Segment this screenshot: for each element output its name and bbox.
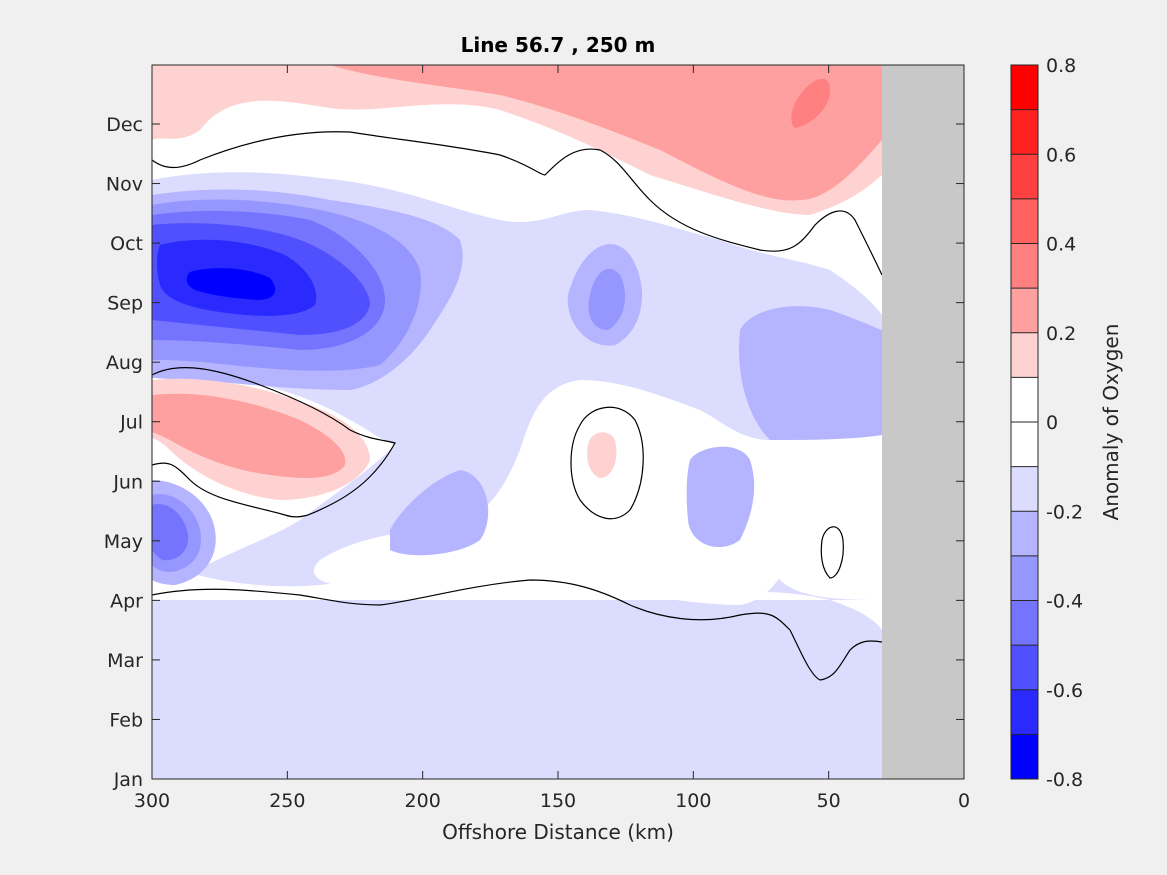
colorbar-swatch — [1011, 555, 1038, 601]
contour-neg-medium-may — [152, 504, 189, 561]
colorbar-swatch — [1011, 288, 1038, 334]
zero-contour-nov — [152, 131, 883, 276]
colorbar-tick-label: -0.6 — [1046, 680, 1083, 702]
colorbar-tick-label: 0.4 — [1046, 234, 1076, 256]
colorbar-label: Anomaly of Oxygen — [1099, 324, 1123, 521]
contour-dec-salmon — [791, 78, 830, 128]
x-tick-label: 300 — [134, 790, 170, 812]
y-tick-label: Dec — [106, 114, 143, 136]
y-tick-label: Jul — [119, 412, 143, 434]
colorbar-swatch — [1011, 422, 1038, 468]
colorbar-swatch — [1011, 198, 1038, 244]
y-tick-label: Oct — [110, 233, 143, 255]
land-mask — [882, 65, 964, 779]
contour-white-may-50km — [821, 526, 844, 578]
x-tick-label: 150 — [540, 790, 576, 812]
y-tick-label: Aug — [106, 352, 143, 374]
contour-apr-white — [152, 560, 882, 630]
zero-contour-apr — [152, 579, 883, 681]
contour-junjul-pink — [152, 393, 346, 478]
zero-contour-jul — [152, 366, 396, 518]
colorbar-frame — [1010, 64, 1039, 780]
colorbar-swatch — [1011, 466, 1038, 512]
y-tick-label: Feb — [109, 709, 143, 731]
colorbar-tick-label: 0.2 — [1046, 323, 1076, 345]
colorbar-swatch — [1011, 600, 1038, 646]
colorbar-tick-label: 0 — [1046, 412, 1058, 434]
colorbar-swatch — [1011, 65, 1038, 111]
contour-neg-light-jun-1 — [390, 470, 489, 556]
y-tick-label: Jun — [112, 471, 143, 493]
colorbar-swatch — [1011, 645, 1038, 691]
contour-neg-mid-center — [588, 268, 626, 330]
contour-neg-light-jun-2 — [686, 446, 755, 548]
contour-neg-light-right — [739, 306, 882, 440]
colorbar-swatch — [1011, 243, 1038, 289]
colorbar: 0.8 0.6 0.4 0.2 0 -0.2 -0.4 -0.6 -0.8 — [1010, 55, 1083, 791]
colorbar-swatch — [1011, 734, 1038, 780]
y-tick-label: Sep — [107, 293, 143, 315]
x-tick-label: 100 — [675, 790, 711, 812]
colorbar-tick-label: -0.8 — [1046, 769, 1083, 791]
colorbar-swatch — [1011, 154, 1038, 200]
colorbar-swatch — [1011, 511, 1038, 557]
y-tick-label: Apr — [110, 590, 143, 612]
contour-center-pink-blob — [587, 432, 617, 478]
colorbar-swatch — [1011, 689, 1038, 735]
contour-white-pocket-right — [772, 454, 882, 600]
zero-contours — [152, 131, 883, 681]
chart-title: Line 56.7 , 250 m — [461, 33, 656, 57]
colorbar-swatch — [1011, 109, 1038, 155]
x-tick-label: 250 — [269, 790, 305, 812]
colorbar-swatch — [1011, 377, 1038, 423]
colorbar-tick-label: 0.6 — [1046, 144, 1076, 166]
y-tick-label: May — [104, 531, 143, 553]
x-axis-ticks: 300 250 200 150 100 50 0 — [134, 65, 970, 812]
y-tick-label: Jan — [113, 769, 143, 791]
colorbar-tick-label: -0.4 — [1046, 591, 1083, 613]
colorbar-swatch — [1011, 332, 1038, 378]
zero-contour-may-loop — [820, 526, 844, 579]
x-tick-label: 50 — [817, 790, 841, 812]
y-axis-ticks: Jan Feb Mar Apr May Jun Jul Aug Sep Oct Nov Dec — [104, 114, 964, 791]
colorbar-tick-label: 0.8 — [1046, 55, 1076, 77]
x-tick-label: 0 — [958, 790, 970, 812]
x-tick-label: 200 — [405, 790, 441, 812]
contour-field — [152, 65, 883, 779]
zero-contour-jun-loop — [570, 406, 644, 520]
colorbar-tick-label: -0.2 — [1046, 501, 1083, 523]
y-tick-label: Nov — [106, 174, 143, 196]
y-tick-label: Mar — [107, 650, 143, 672]
x-axis-label: Offshore Distance (km) — [442, 820, 674, 844]
contour-neg-core — [186, 268, 276, 300]
contour-dec-pink — [330, 65, 882, 201]
